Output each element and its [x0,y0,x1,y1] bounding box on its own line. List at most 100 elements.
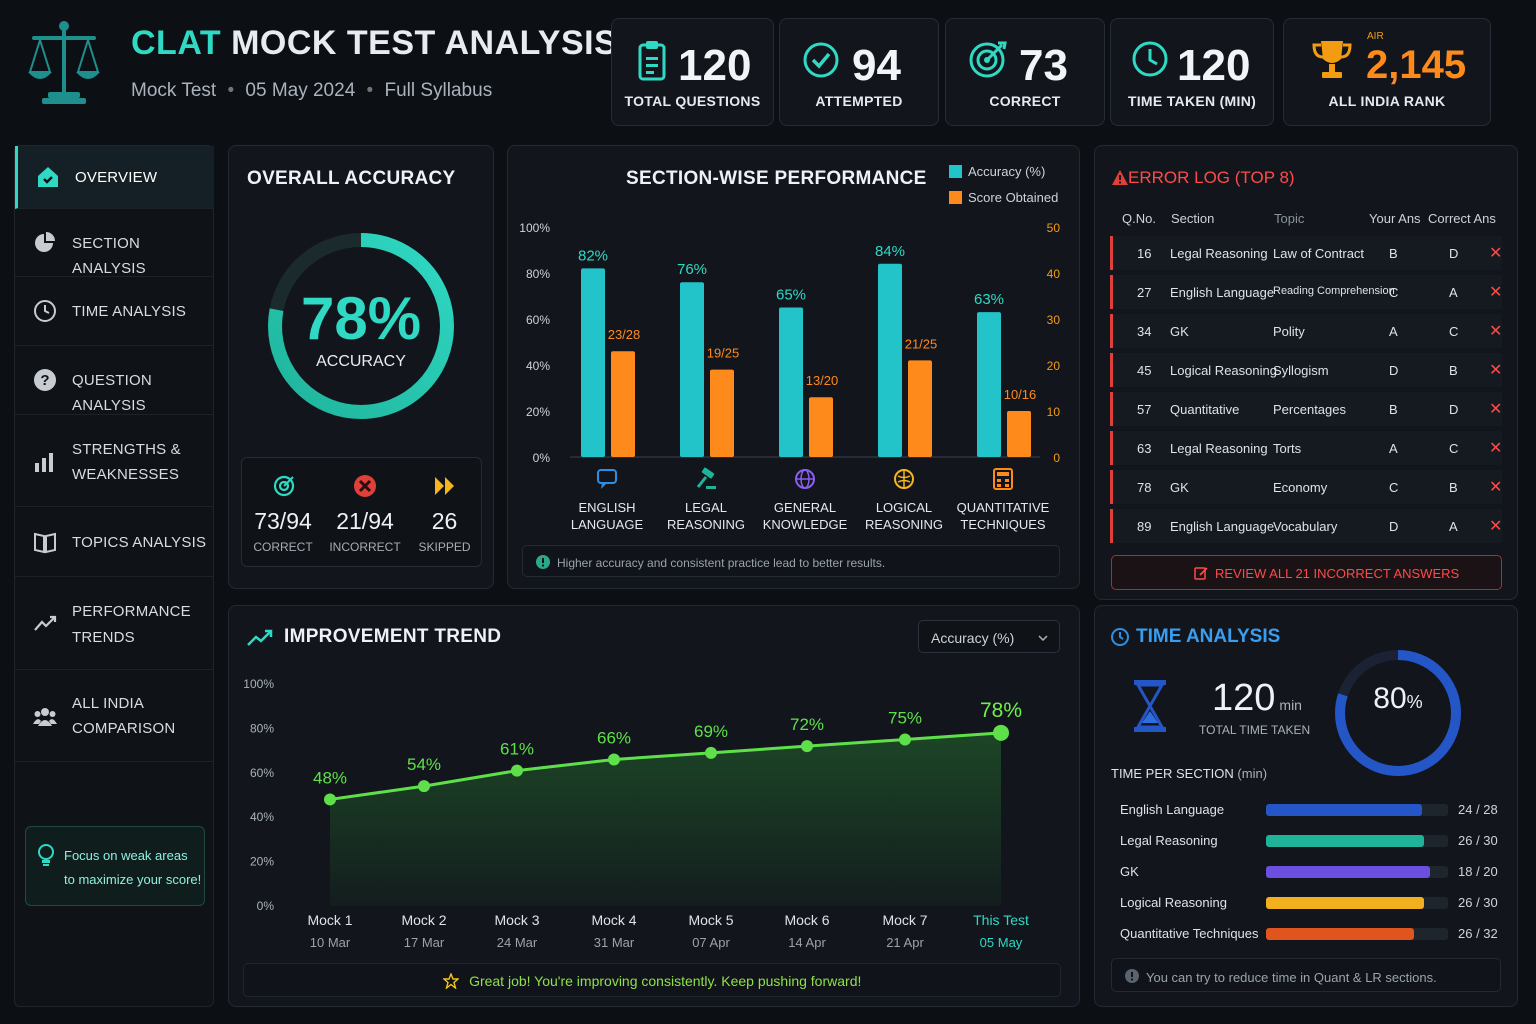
bar-score-label: 21/25 [905,336,938,351]
error-correct-ans: D [1449,402,1459,417]
review-incorrect-button[interactable]: REVIEW ALL 21 INCORRECT ANSWERS [1111,555,1502,590]
y-tick-right: 30 [1047,313,1061,327]
x-tick-label: Mock 1 [307,912,352,928]
error-topic: Polity [1273,324,1305,339]
error-row[interactable]: 78 GK Economy C B ✕ [1110,470,1502,504]
bar-score[interactable] [710,369,734,457]
sidebar-item-time-analysis[interactable]: TIME ANALYSIS [15,277,214,346]
trend-value-label: 54% [407,755,441,774]
dropdown-value: Accuracy (%) [931,630,1015,646]
error-topic: Reading Comprehension [1273,285,1395,297]
bar-accuracy[interactable] [581,268,605,457]
time-bar-fill [1266,804,1422,816]
sidebar-item-question-analysis[interactable]: ? QUESTION ANALYSIS [15,346,214,415]
bar-accuracy[interactable] [878,263,902,457]
incorrect-icon [354,475,376,497]
trend-point[interactable] [418,780,430,793]
time-bar-track [1266,928,1448,940]
error-your-ans: D [1389,519,1399,534]
error-row[interactable]: 57 Quantitative Percentages B D ✕ [1110,392,1502,426]
x-tick-label: Mock 7 [882,912,927,928]
time-bar-track [1266,804,1448,816]
page-subtitle: Mock Test • 05 May 2024 • Full Syllabus [131,80,493,101]
bar-score[interactable] [1007,411,1031,457]
rank-prefix: AIR [1367,31,1384,42]
error-row[interactable]: 27 English Language Reading Comprehension C… [1110,275,1502,309]
bar-score[interactable] [809,397,833,457]
x-tick-label: Mock 6 [784,912,829,928]
trend-point[interactable] [801,740,813,753]
category-label: KNOWLEDGE [763,517,848,532]
error-topic: Economy [1273,480,1328,495]
sidebar-item-label: SECTION ANALYSIS [72,235,146,277]
error-row[interactable]: 16 Legal Reasoning Law of Contract B D ✕ [1110,236,1502,270]
sidebar-item-section-analysis[interactable]: SECTION ANALYSIS [15,209,214,277]
globe-icon [795,469,815,489]
time-total: 120 min [1212,677,1302,720]
bar-accuracy[interactable] [680,282,704,457]
trend-point[interactable] [993,724,1009,741]
col-qno: Q.No. [1122,211,1156,226]
trend-point[interactable] [899,733,911,746]
bar-accuracy[interactable] [977,312,1001,457]
sub-date: 05 May 2024 [245,80,356,101]
hourglass-icon [1134,680,1166,732]
sidebar-item-label: OVERVIEW [75,169,158,186]
sidebar: OVERVIEW SECTION ANALYSIS TIME ANALYSIS … [14,145,214,1007]
bar-score[interactable] [908,360,932,457]
trend-point[interactable] [511,764,523,777]
time-section-name: English Language [1120,802,1225,817]
bar-accuracy[interactable] [779,307,803,458]
legend-accuracy: Accuracy (%) [949,164,1045,179]
error-row[interactable]: 89 English Language Vocabulary D A ✕ [1110,509,1502,543]
title-accent: CLAT [131,24,222,62]
chat-icon [597,469,617,489]
title-rest: MOCK TEST ANALYSIS [221,24,618,62]
sub-syllabus: Full Syllabus [384,80,493,101]
error-topic: Percentages [1273,402,1346,417]
error-your-ans: B [1389,402,1398,417]
skip-icon [435,477,454,495]
sidebar-item-overview[interactable]: OVERVIEW [15,146,214,209]
bar-score[interactable] [611,351,635,457]
stat-all-india-rank: AIR 2,145 ALL INDIA RANK [1283,18,1491,126]
gavel-icon [696,467,716,489]
error-your-ans: C [1389,285,1399,300]
sidebar-item-strengths[interactable]: STRENGTHS & WEAKNESSES [15,415,214,507]
trend-value-label: 66% [597,728,631,747]
time-bar-fill [1266,835,1424,847]
trend-point[interactable] [324,793,336,806]
time-per-section-title: TIME PER SECTION (min) [1111,766,1267,781]
info-icon [536,555,550,569]
y-tick: 60% [250,766,274,780]
trend-point[interactable] [705,746,717,759]
sidebar-item-performance-trends[interactable]: PERFORMANCE TRENDS [15,577,214,670]
error-correct-ans: A [1449,285,1458,300]
stat-label: TOTAL QUESTIONS [624,93,761,109]
sidebar-item-all-india[interactable]: ALL INDIA COMPARISON [15,670,214,762]
trend-card: IMPROVEMENT TREND Accuracy (%) 100% 80% 60… [228,605,1080,1007]
time-bar-track [1266,897,1448,909]
trend-title: IMPROVEMENT TREND [284,626,502,647]
trend-point[interactable] [608,753,620,766]
stat-value: 94 [852,41,901,90]
error-row[interactable]: 45 Logical Reasoning Syllogism D B ✕ [1110,353,1502,387]
legend-score-label: Score Obtained [968,190,1059,205]
trend-icon [34,615,57,631]
trend-value-label: 61% [500,740,534,759]
bar-accuracy-label: 82% [578,247,608,264]
error-row[interactable]: 34 GK Polity A C ✕ [1110,314,1502,348]
clipboard-icon [638,41,666,81]
x-tick-date: 21 Apr [886,935,924,950]
error-qno: 63 [1137,441,1152,456]
legend-swatch [949,165,962,178]
sidebar-item-topics[interactable]: TOPICS ANALYSIS [15,507,214,577]
error-row[interactable]: 63 Legal Reasoning Torts A C ✕ [1110,431,1502,465]
stat-value: 120 [678,41,752,90]
time-section-value: 26 / 30 [1458,895,1498,910]
clock-icon [1132,41,1168,77]
incorrect-x-icon: ✕ [1489,323,1503,340]
trend-metric-dropdown[interactable]: Accuracy (%) [918,620,1060,653]
y-tick: 80% [250,721,274,735]
time-total-value: 120 [1212,677,1276,719]
